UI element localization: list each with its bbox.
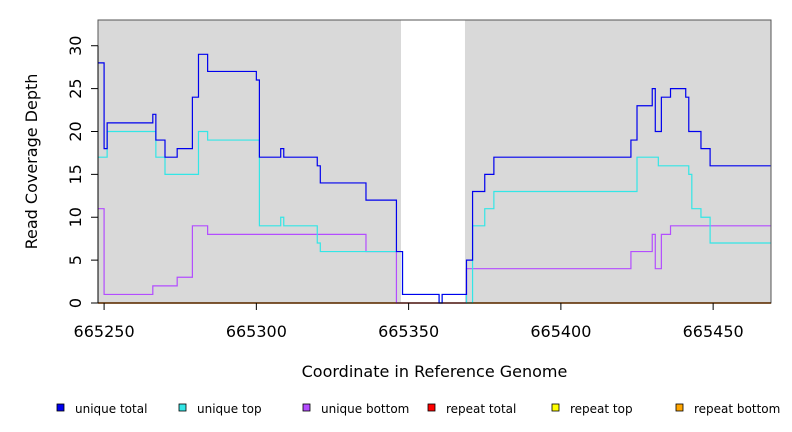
legend-label-repeat-top: repeat top xyxy=(570,402,633,416)
x-axis: 665250 665300 665350 665400 665450 xyxy=(74,302,771,341)
y-tick-label: 15 xyxy=(66,164,85,184)
legend-swatch-unique-total xyxy=(56,403,65,412)
y-tick-label: 5 xyxy=(66,255,85,265)
legend-label-unique-top: unique top xyxy=(197,402,262,416)
legend-label-repeat-total: repeat total xyxy=(446,402,516,416)
series-unique-total-line xyxy=(98,53,771,304)
legend-label-unique-bottom: unique bottom xyxy=(321,402,409,416)
x-axis-title: Coordinate in Reference Genome xyxy=(302,362,568,381)
series-unique-bottom-line xyxy=(98,208,771,304)
shaded-region-2 xyxy=(464,20,771,303)
y-axis: 0 5 10 15 20 25 30 xyxy=(66,36,99,308)
legend-swatch-unique-bottom xyxy=(302,403,311,412)
x-tick-label: 665450 xyxy=(683,322,744,341)
legend: unique total unique top unique bottom repea… xyxy=(56,402,780,416)
shaded-region-1 xyxy=(98,20,402,303)
x-tick-label: 665250 xyxy=(74,322,135,341)
y-tick-label: 10 xyxy=(66,207,85,227)
legend-swatch-unique-top xyxy=(178,403,187,412)
x-tick-label: 665400 xyxy=(530,322,591,341)
legend-swatch-repeat-top xyxy=(551,403,560,412)
y-tick-label: 30 xyxy=(66,36,85,56)
legend-swatch-repeat-total xyxy=(427,403,436,412)
y-tick-label: 20 xyxy=(66,121,85,141)
x-tick-label: 665300 xyxy=(226,322,287,341)
y-axis-title: Read Coverage Depth xyxy=(22,74,41,250)
legend-swatch-repeat-bottom xyxy=(675,403,684,412)
x-tick-label: 665350 xyxy=(378,322,439,341)
y-tick-label: 25 xyxy=(66,78,85,98)
legend-label-unique-total: unique total xyxy=(75,402,147,416)
y-tick-label: 0 xyxy=(66,298,85,308)
legend-label-repeat-bottom: repeat bottom xyxy=(694,402,780,416)
